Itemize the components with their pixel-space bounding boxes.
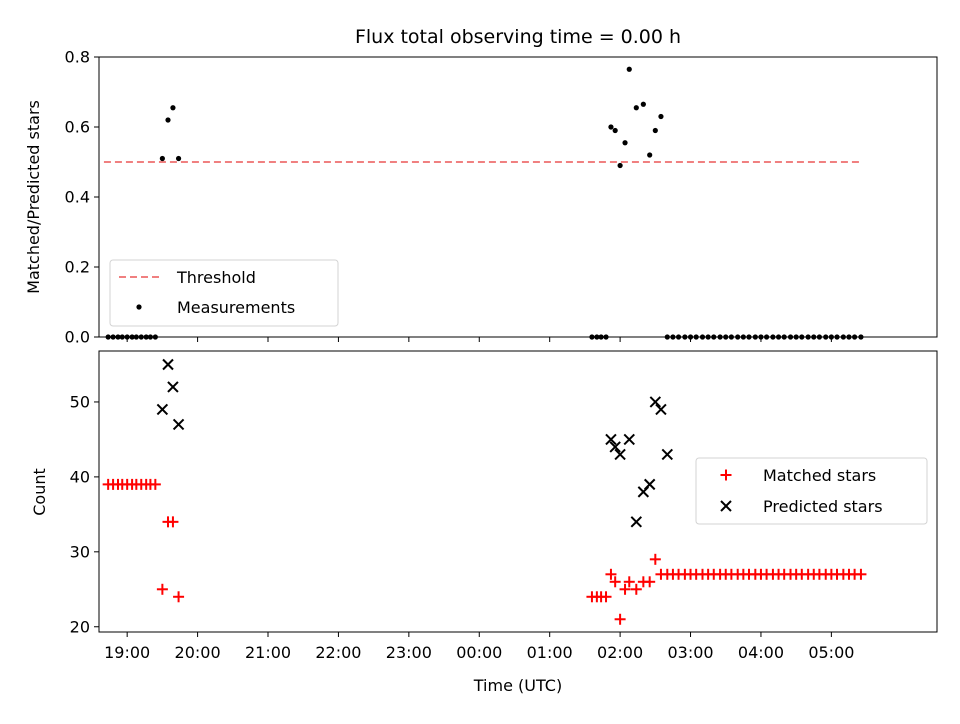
x-tick-label: 23:00 [386,643,432,662]
matched-star-point [855,568,867,580]
legend-measurements-label: Measurements [177,298,295,317]
measurement-point [612,127,618,134]
predicted-star-stroke-b [609,441,621,453]
y-tick-label: 50 [70,392,90,411]
predicted-star-point [649,396,662,408]
measurement-point [647,152,653,158]
matched-star-point [623,576,635,588]
top-axes-frame [98,56,938,338]
y-tick-label: 30 [70,542,90,561]
matched-star-point [630,583,642,595]
legend-measurements-swatch [136,304,142,310]
predicted-star-point [614,448,626,461]
legend-predicted-swatch-b [720,500,732,512]
bottom-legend-box [695,457,928,525]
predicted-star-stroke-b [630,516,643,528]
matched-star-point [614,613,626,625]
predicted-star-stroke-b [605,433,617,446]
x-tick-label: 21:00 [245,643,291,662]
x-tick-label: 05:00 [808,643,854,662]
predicted-star-point [605,433,617,446]
predicted-star-stroke-b [661,448,673,461]
predicted-star-stroke-b [167,381,179,393]
y-tick-label: 0.6 [65,118,90,137]
matched-star-point [649,553,661,565]
measurement-point [622,140,628,146]
matched-star-point [149,478,161,490]
predicted-star-point [162,358,174,371]
predicted-star-stroke-b [623,433,635,446]
predicted-star-point [172,418,185,431]
top-y-axis-label: Matched/Predicted stars [24,100,43,294]
predicted-star-point [609,441,621,453]
matched-star-point [167,516,179,528]
predicted-star-point [655,403,667,416]
x-tick-label: 00:00 [456,643,502,662]
y-tick-label: 40 [70,467,90,486]
measurement-point [658,113,664,120]
measurement-point [617,162,623,169]
x-tick-label: 02:00 [597,643,643,662]
predicted-star-point [156,403,169,416]
predicted-star-point [643,478,656,491]
predicted-star-stroke-b [172,418,185,431]
matched-star-point [173,591,185,603]
measurement-point [175,155,182,162]
matched-star-point [644,576,656,588]
legend-matched-label: Matched stars [763,466,876,485]
matched-star-point [619,583,631,595]
y-tick-label: 20 [70,617,90,636]
bottom-axes-frame [98,350,938,633]
predicted-star-stroke-b [643,478,656,491]
measurement-point [640,101,646,107]
legend-predicted-label: Predicted stars [763,497,883,516]
predicted-star-point [630,516,643,528]
legend-threshold-label: Threshold [176,268,256,287]
measurement-point [626,66,632,72]
y-tick-label: 0.0 [65,328,90,347]
x-tick-label: 19:00 [104,643,150,662]
x-tick-label: 20:00 [175,643,221,662]
y-tick-label: 0.2 [65,258,90,277]
bottom-legend: Matched stars Predicted stars [695,457,928,525]
top-legend-box [109,259,339,327]
bottom-axes: 20 30 40 50 19:00 20:00 21:00 22:00 23:00 00:00 01… [70,350,938,662]
bottom-y-axis-label: Count [30,468,49,516]
measurement-point [608,124,614,130]
predicted-star-stroke-b [649,396,662,408]
x-tick-label: 01:00 [527,643,573,662]
measurement-point [159,155,165,162]
predicted-star-point [167,381,179,393]
x-tick-label: 04:00 [738,643,784,662]
x-tick-label: 22:00 [315,643,361,662]
matched-star-point [609,576,621,588]
matched-star-point [600,591,612,603]
y-tick-label: 0.4 [65,188,90,207]
matched-star-point [156,583,168,595]
predicted-star-stroke-b [614,448,626,461]
predicted-star-point [623,433,635,446]
top-axes: 0.0 0.2 0.4 0.6 0.8 Threshold Measurements [65,48,938,347]
predicted-star-stroke-b [655,403,667,416]
matched-star-point [605,568,617,580]
x-tick-label: 03:00 [667,643,713,662]
top-chart-title: Flux total observing time = 0.00 h [355,26,681,48]
measurement-point [165,117,171,123]
predicted-star-point [661,448,673,461]
x-axis-label: Time (UTC) [473,676,562,695]
measurement-point [170,105,176,111]
predicted-star-stroke-b [156,403,169,416]
y-tick-label: 0.8 [65,48,90,67]
measurement-point [633,105,639,111]
measurement-point [652,127,658,134]
predicted-star-stroke-b [162,358,174,371]
top-legend: Threshold Measurements [109,259,339,327]
